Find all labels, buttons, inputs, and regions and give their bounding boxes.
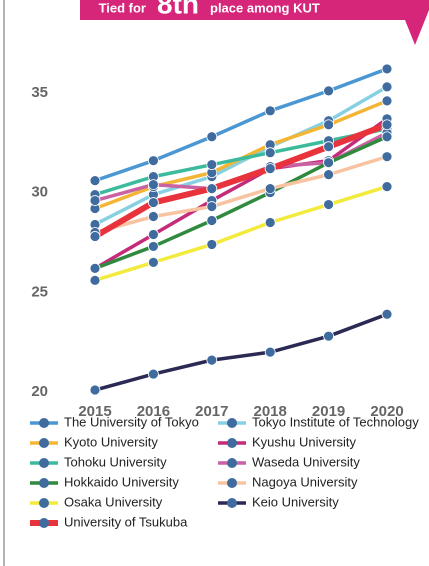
point [264, 217, 276, 228]
series-line [93, 121, 389, 240]
point [147, 179, 159, 191]
series-line [94, 85, 388, 227]
legend-label: University of Tsukuba [64, 514, 188, 529]
point [264, 346, 276, 358]
point [89, 384, 101, 396]
point [206, 183, 218, 194]
x-tick-label: 2019 [312, 403, 345, 420]
point [89, 195, 101, 206]
point [381, 95, 393, 107]
point [264, 183, 276, 194]
x-tick-label: 2016 [137, 403, 170, 420]
legend-label: Waseda University [252, 454, 360, 469]
legend-marker [227, 498, 237, 508]
point [264, 147, 276, 159]
legend-marker [39, 478, 49, 488]
series-line [94, 127, 388, 197]
banner [80, 0, 429, 45]
x-tick-label: 2018 [254, 403, 287, 420]
point [206, 239, 218, 250]
point [147, 211, 159, 222]
point [381, 119, 393, 131]
series-line [94, 117, 389, 270]
point [147, 155, 159, 167]
legend-label: Kyoto University [64, 434, 158, 449]
point [323, 85, 335, 97]
point [147, 256, 159, 268]
legend-label: Tokyo Institute of Technology [252, 414, 419, 429]
point [323, 199, 335, 210]
x-tick-label: 2015 [78, 403, 111, 420]
point [381, 181, 393, 192]
point [323, 141, 335, 153]
y-tick-label: 20 [31, 383, 48, 400]
legend-label: Osaka University [64, 494, 163, 509]
legend-marker [227, 458, 237, 468]
legend-marker [227, 438, 237, 448]
legend-marker [39, 438, 49, 448]
legend-marker [39, 518, 49, 528]
legend-label: Kyushu University [252, 434, 357, 449]
banner-text: place among KUT [210, 0, 320, 15]
point [206, 159, 218, 171]
point [206, 354, 218, 366]
series-line [94, 184, 388, 283]
legend-marker [227, 478, 237, 488]
point [206, 215, 218, 226]
point [147, 197, 159, 208]
point [147, 368, 159, 380]
legend-label: Keio University [252, 494, 339, 509]
y-tick-label: 25 [31, 283, 48, 300]
legend-label: Hokkaido University [64, 474, 179, 489]
y-tick-label: 35 [31, 84, 48, 101]
point [147, 241, 159, 252]
legend-marker [39, 498, 49, 508]
banner-text: Tied for [99, 0, 146, 15]
point [323, 330, 335, 342]
series-line [94, 135, 388, 271]
y-tick-label: 30 [31, 184, 48, 201]
legend-marker [39, 458, 49, 468]
legend-label: The University of Tokyo [64, 414, 199, 429]
point [323, 157, 335, 169]
banner-rank: 8th [157, 0, 199, 19]
point [381, 81, 393, 93]
legend-label: Tohoku University [64, 454, 167, 469]
point [381, 308, 393, 320]
point [381, 151, 393, 163]
point [206, 201, 218, 212]
point [89, 274, 101, 286]
legend-marker [39, 418, 49, 428]
legend-label: Nagoya University [252, 474, 358, 489]
point [381, 63, 393, 75]
x-tick-label: 2020 [370, 403, 403, 420]
point [89, 262, 101, 274]
point [381, 131, 393, 143]
legend-marker [227, 418, 237, 428]
series-line [94, 312, 388, 392]
point [89, 231, 101, 242]
x-tick-label: 2017 [195, 403, 228, 420]
point [89, 175, 101, 187]
point [323, 169, 335, 181]
series-line [94, 67, 388, 183]
point [264, 105, 276, 117]
series-line [94, 155, 388, 235]
point [323, 119, 335, 131]
point [264, 163, 276, 175]
point [147, 229, 159, 240]
point [206, 131, 218, 143]
